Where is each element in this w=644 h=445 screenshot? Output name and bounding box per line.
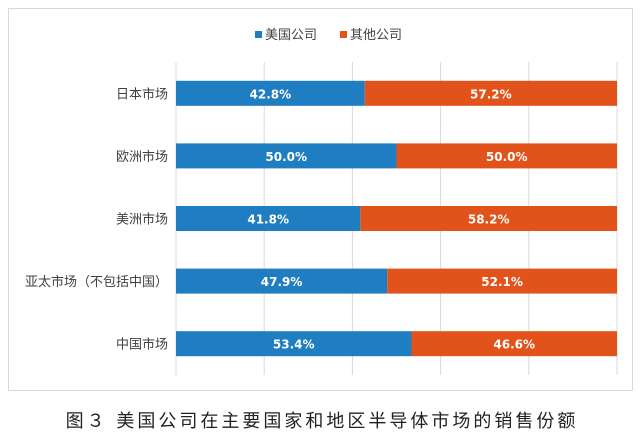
bar-segment (411, 331, 617, 357)
legend-label: 其他公司 (350, 28, 402, 43)
category-label: 日本市场 (116, 86, 168, 102)
data-label: 50.0% (486, 150, 528, 164)
data-label: 52.1% (481, 275, 523, 289)
legend-swatch (255, 31, 262, 38)
data-label: 46.6% (493, 338, 535, 352)
category-label: 中国市场 (116, 337, 168, 353)
bar-segment (176, 80, 365, 106)
data-label: 57.2% (470, 87, 512, 101)
bar-segment (360, 206, 617, 231)
legend-label: 美国公司 (265, 28, 317, 43)
data-label: 47.9% (261, 275, 303, 289)
data-label: 53.4% (273, 338, 315, 352)
data-label: 58.2% (468, 213, 510, 227)
bar-segment (396, 143, 617, 169)
bar-segment (176, 268, 388, 294)
bar-segment (364, 80, 617, 106)
bar-segment (176, 143, 397, 169)
category-label: 美洲市场 (116, 212, 168, 228)
data-label: 50.0% (265, 150, 307, 164)
figure-caption: 图３ 美国公司在主要国家和地区半导体市场的销售份额 (65, 411, 579, 432)
bar-segment (176, 331, 412, 357)
bar-segment (176, 206, 361, 231)
data-label: 41.8% (247, 213, 289, 227)
bar-segment (387, 268, 617, 294)
category-label: 亚太市场（不包括中国） (25, 274, 168, 290)
legend-swatch (340, 31, 347, 38)
data-label: 42.8% (250, 87, 292, 101)
category-label: 欧洲市场 (116, 149, 168, 165)
